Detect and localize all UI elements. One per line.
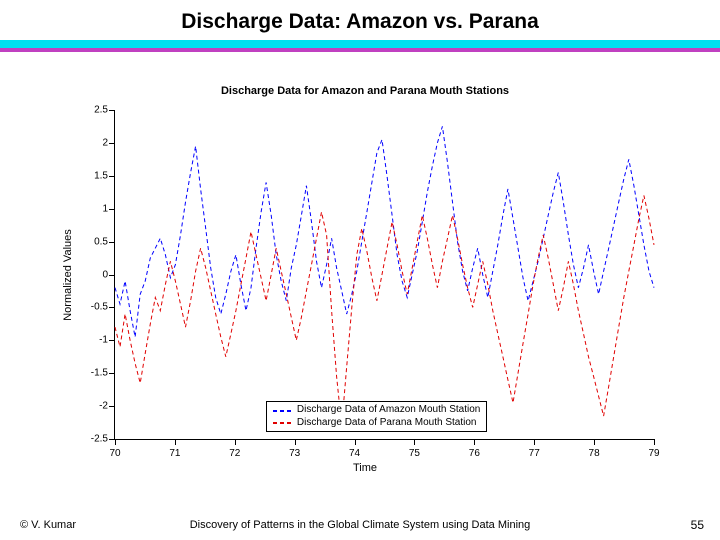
slide-title: Discharge Data: Amazon vs. Parana bbox=[0, 0, 720, 40]
x-tick bbox=[235, 439, 236, 445]
y-tick bbox=[109, 307, 115, 308]
series-parana bbox=[115, 196, 654, 426]
page-number: 55 bbox=[691, 518, 704, 532]
footer: © V. Kumar Discovery of Patterns in the … bbox=[0, 518, 720, 532]
y-tick bbox=[109, 143, 115, 144]
chart-title: Discharge Data for Amazon and Parana Mou… bbox=[70, 85, 660, 97]
legend: Discharge Data of Amazon Mouth StationDi… bbox=[266, 401, 487, 432]
y-tick-label: 1 bbox=[72, 203, 108, 214]
y-tick-label: 1.5 bbox=[72, 170, 108, 181]
legend-item: Discharge Data of Amazon Mouth Station bbox=[273, 404, 480, 417]
x-tick bbox=[474, 439, 475, 445]
x-tick bbox=[355, 439, 356, 445]
y-tick-label: 2.5 bbox=[72, 105, 108, 116]
x-tick bbox=[295, 439, 296, 445]
x-tick-label: 71 bbox=[169, 448, 180, 459]
y-tick bbox=[109, 275, 115, 276]
chart: Discharge Data for Amazon and Parana Mou… bbox=[70, 80, 660, 470]
legend-swatch bbox=[273, 422, 291, 424]
chart-lines bbox=[115, 110, 654, 439]
y-tick-label: 0.5 bbox=[72, 236, 108, 247]
x-tick bbox=[115, 439, 116, 445]
plot-area: Discharge Data of Amazon Mouth StationDi… bbox=[114, 110, 654, 440]
y-tick bbox=[109, 373, 115, 374]
divider bbox=[0, 40, 720, 54]
x-tick-label: 79 bbox=[648, 448, 659, 459]
legend-label: Discharge Data of Amazon Mouth Station bbox=[297, 404, 480, 417]
x-tick-label: 78 bbox=[589, 448, 600, 459]
x-tick-label: 75 bbox=[409, 448, 420, 459]
y-tick bbox=[109, 242, 115, 243]
y-tick-label: -2.5 bbox=[72, 434, 108, 445]
divider-cyan bbox=[0, 40, 720, 48]
legend-item: Discharge Data of Parana Mouth Station bbox=[273, 417, 480, 430]
x-axis-label: Time bbox=[70, 462, 660, 474]
footer-author: © V. Kumar bbox=[20, 519, 76, 531]
y-tick bbox=[109, 406, 115, 407]
divider-purple bbox=[0, 48, 720, 52]
x-tick-label: 77 bbox=[529, 448, 540, 459]
y-tick bbox=[109, 110, 115, 111]
x-tick bbox=[534, 439, 535, 445]
y-tick bbox=[109, 340, 115, 341]
x-tick-label: 74 bbox=[349, 448, 360, 459]
legend-label: Discharge Data of Parana Mouth Station bbox=[297, 417, 477, 430]
legend-swatch bbox=[273, 410, 291, 412]
x-tick bbox=[414, 439, 415, 445]
x-tick bbox=[594, 439, 595, 445]
y-tick bbox=[109, 209, 115, 210]
y-tick-label: -1 bbox=[72, 335, 108, 346]
x-tick-label: 70 bbox=[109, 448, 120, 459]
x-tick-label: 72 bbox=[229, 448, 240, 459]
y-tick-label: -2 bbox=[72, 401, 108, 412]
x-tick-label: 76 bbox=[469, 448, 480, 459]
footer-subtitle: Discovery of Patterns in the Global Clim… bbox=[0, 519, 720, 531]
y-tick-label: 2 bbox=[72, 137, 108, 148]
y-tick-label: 0 bbox=[72, 269, 108, 280]
y-tick bbox=[109, 176, 115, 177]
x-tick bbox=[175, 439, 176, 445]
x-tick-label: 73 bbox=[289, 448, 300, 459]
x-tick bbox=[654, 439, 655, 445]
y-tick-label: -1.5 bbox=[72, 368, 108, 379]
y-tick-label: -0.5 bbox=[72, 302, 108, 313]
series-amazon bbox=[115, 126, 654, 337]
